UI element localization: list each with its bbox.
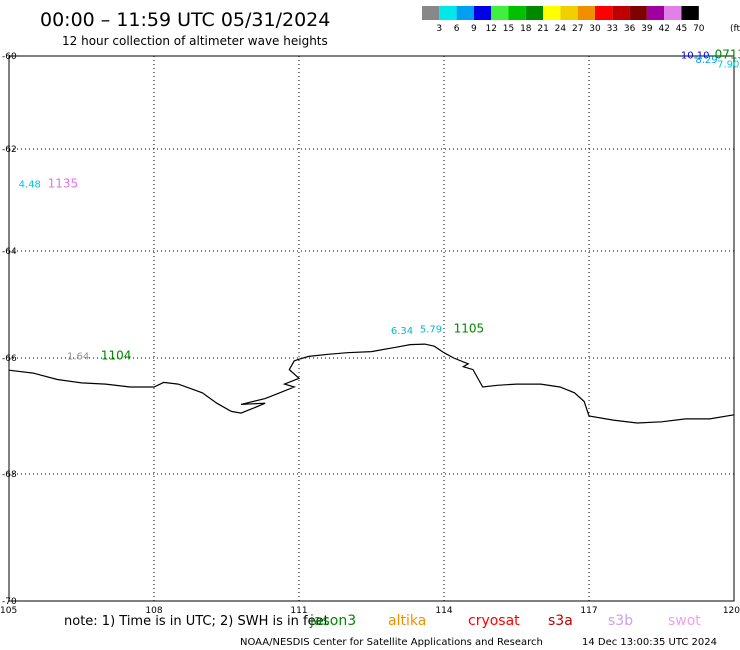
legend-tick-label: 15	[503, 24, 514, 34]
longitude-tick-label: 120	[723, 606, 740, 616]
footer-timestamp: 14 Dec 13:00:35 UTC 2024	[582, 637, 717, 648]
satellite-legend-item: jason3	[309, 613, 356, 629]
legend-swatch	[422, 6, 440, 20]
longitude-tick-label: 111	[290, 606, 307, 616]
legend-tick-label: 9	[471, 24, 477, 34]
legend-swatch	[629, 6, 647, 20]
map-plot: 4.48 1135 1.64 1104 6.34 5.79 1105 10.10 07138.2…	[8, 47, 740, 602]
legend-swatch	[612, 6, 630, 20]
longitude-labels: 105 108 111 114 117 120	[0, 606, 740, 616]
wave-height-label: 7.90	[717, 60, 739, 71]
legend-swatch	[525, 6, 544, 20]
coastline	[8, 343, 735, 424]
page-subtitle: 12 hour collection of altimeter wave hei…	[62, 34, 328, 48]
satellite-legend-item: cryosat	[468, 613, 520, 629]
wave-height-label: 1105	[454, 321, 485, 335]
satellite-legend-item: altika	[388, 613, 426, 629]
legend-swatch	[439, 6, 457, 20]
legend-swatch	[560, 6, 578, 20]
legend-tick-label: 39	[641, 24, 653, 34]
legend-tick-label: 45	[676, 24, 687, 34]
legend-tick-label: 6	[454, 24, 460, 34]
wave-height-label: 8.29	[695, 55, 717, 66]
legend-tick-label: 33	[607, 24, 618, 34]
color-scale-unit: (ft)	[730, 24, 740, 34]
page-title: 00:00 – 11:59 UTC 05/31/2024	[40, 9, 330, 31]
wave-height-label: 0713	[715, 47, 740, 61]
legend-swatch	[508, 6, 526, 20]
wave-height-label: 1.64	[67, 352, 89, 363]
legend-swatch	[577, 6, 595, 20]
wave-height-label: 4.48	[19, 179, 41, 190]
legend-tick-label: 3	[436, 24, 442, 34]
latitude-tick-label: -62	[2, 145, 17, 155]
color-scale-legend: 3 6 9 12 15 18 21 24 27 30 33 36 39 42 45 70	[422, 6, 705, 34]
legend-swatch	[456, 6, 474, 20]
map-gridlines	[9, 56, 734, 601]
legend-tick-label: 42	[658, 24, 669, 34]
map-frame	[8, 55, 735, 602]
latitude-tick-label: -66	[2, 354, 17, 364]
wave-height-label: 1104	[101, 349, 132, 363]
latitude-labels: -60 -62 -64 -66 -68 -70	[2, 52, 17, 607]
legend-swatch	[595, 6, 613, 20]
legend-tick-label: 21	[537, 24, 548, 34]
latitude-tick-label: -64	[2, 247, 17, 257]
legend-tick-label: 18	[520, 24, 532, 34]
footer-note: note: 1) Time is in UTC; 2) SWH is in fe…	[64, 614, 329, 629]
legend-swatch	[491, 6, 509, 20]
longitude-tick-label: 105	[0, 606, 17, 616]
legend-swatch	[681, 6, 699, 20]
wave-height-label: 10.10	[681, 50, 710, 61]
satellite-legend-item: s3a	[548, 613, 573, 629]
latitude-tick-label: -70	[2, 597, 17, 607]
longitude-tick-label: 108	[145, 606, 162, 616]
legend-tick-label: 27	[572, 24, 583, 34]
wave-height-observations: 4.48 1135 1.64 1104 6.34 5.79 1105 10.10 07138.2…	[19, 47, 740, 362]
satellite-legend-item: swot	[668, 613, 701, 629]
legend-swatch	[473, 6, 492, 20]
legend-tick-label: 36	[624, 24, 636, 34]
footer-credit: NOAA/NESDIS Center for Satellite Applica…	[240, 637, 543, 648]
legend-swatch	[646, 6, 665, 20]
legend-swatch	[543, 6, 561, 20]
legend-tick-label: 30	[589, 24, 601, 34]
legend-tick-label: 24	[555, 24, 567, 34]
legend-swatch	[664, 6, 682, 20]
wave-height-label: 1135	[48, 176, 79, 190]
wave-height-label: 6.34	[391, 326, 413, 337]
longitude-tick-label: 117	[580, 606, 597, 616]
satellite-legend: jason3 altika cryosat s3a s3b swot	[309, 613, 701, 629]
legend-tick-label: 12	[485, 24, 496, 34]
wave-height-label: 5.79	[420, 324, 442, 335]
latitude-tick-label: -68	[2, 470, 17, 480]
satellite-legend-item: s3b	[608, 613, 633, 629]
legend-tick-label: 70	[693, 24, 705, 34]
latitude-tick-label: -60	[2, 52, 17, 62]
longitude-tick-label: 114	[435, 606, 452, 616]
